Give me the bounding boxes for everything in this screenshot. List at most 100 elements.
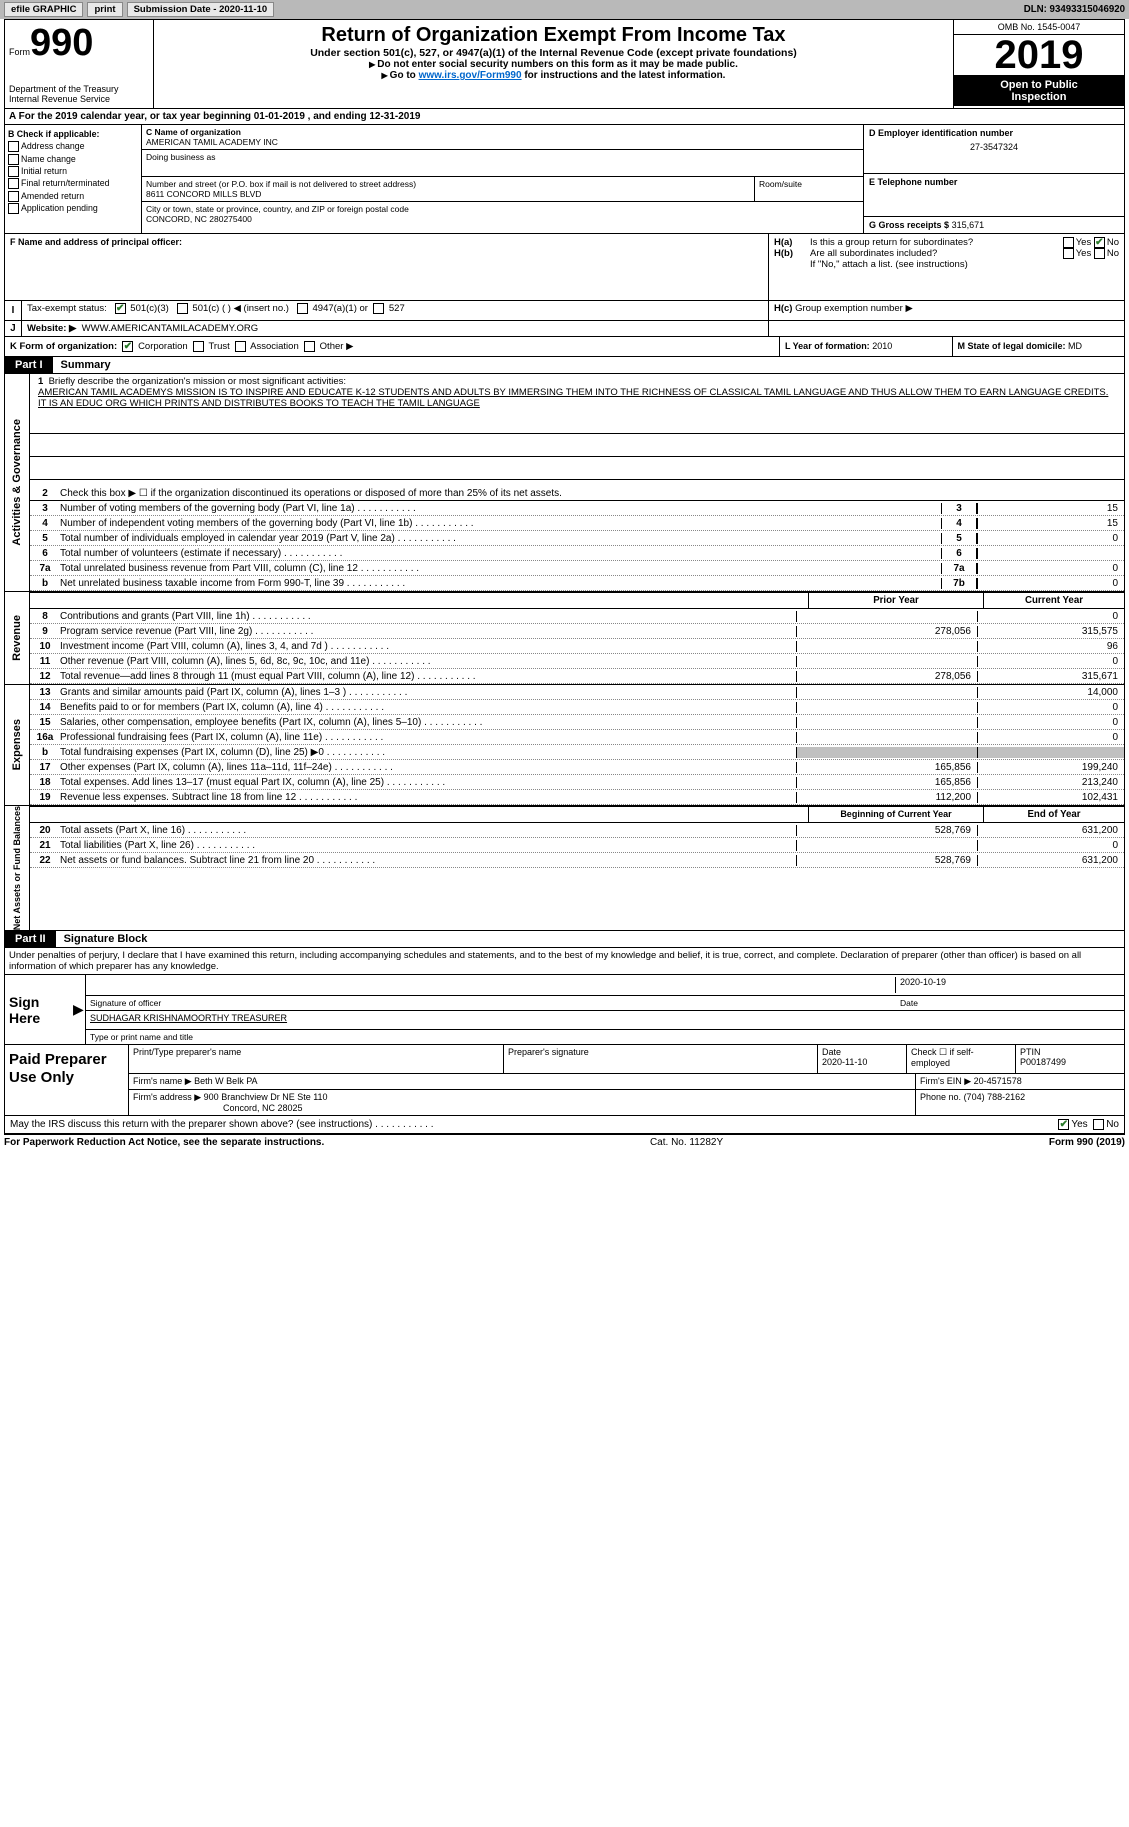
governance-tab: Activities & Governance [5, 374, 30, 591]
open-public-label: Open to Public Inspection [954, 76, 1124, 106]
expense-line: 13Grants and similar amounts paid (Part … [30, 685, 1124, 700]
other-checkbox[interactable] [304, 341, 315, 352]
assoc-checkbox[interactable] [235, 341, 246, 352]
header-right: OMB No. 1545-0047 2019 Open to Public In… [953, 20, 1124, 108]
k-l-m-row: K Form of organization: Corporation Trus… [5, 337, 1124, 357]
form-990-container: Form990 Department of the Treasury Inter… [4, 19, 1125, 1135]
corp-checkbox[interactable] [122, 341, 133, 352]
revenue-section: Revenue Prior Year Current Year 8Contrib… [5, 592, 1124, 685]
amended-return-checkbox[interactable] [8, 191, 19, 202]
note-ssn: Do not enter social security numbers on … [377, 59, 738, 70]
expenses-tab: Expenses [5, 685, 30, 805]
hb-yes-checkbox[interactable] [1063, 248, 1074, 259]
sig-date: 2020-10-19 [895, 977, 1120, 993]
expense-line: 14Benefits paid to or for members (Part … [30, 700, 1124, 715]
preparer-date: 2020-11-10 [822, 1057, 902, 1067]
governance-section: Activities & Governance 1 Briefly descri… [5, 374, 1124, 592]
firm-address-2: Concord, NC 28025 [223, 1103, 303, 1113]
org-name: AMERICAN TAMIL ACADEMY INC [146, 137, 859, 147]
initial-return-checkbox[interactable] [8, 166, 19, 177]
501c-checkbox[interactable] [177, 303, 188, 314]
paid-preparer-label: Paid Preparer Use Only [5, 1045, 128, 1115]
expense-line: 15Salaries, other compensation, employee… [30, 715, 1124, 730]
part-1-header: Part I Summary [5, 357, 1124, 374]
ein-value: 27-3547324 [869, 142, 1119, 152]
note-goto-pre: Go to [390, 70, 419, 81]
submission-date-label: Submission Date - 2020-11-10 [127, 2, 275, 17]
website-row: J Website: ▶ WWW.AMERICANTAMILACADEMY.OR… [5, 321, 1124, 337]
hb-no-checkbox[interactable] [1094, 248, 1105, 259]
officer-name-title: SUDHAGAR KRISHNAMOORTHY TREASURER [90, 1013, 1120, 1027]
tax-status-row: I Tax-exempt status: 501(c)(3) 501(c) ( … [5, 301, 1124, 321]
revenue-line: 10Investment income (Part VIII, column (… [30, 639, 1124, 654]
print-button[interactable]: print [87, 2, 122, 17]
expenses-section: Expenses 13Grants and similar amounts pa… [5, 685, 1124, 806]
org-address: 8611 CONCORD MILLS BLVD [146, 189, 750, 199]
form-title: Return of Organization Exempt From Incom… [158, 24, 949, 47]
website-url: WWW.AMERICANTAMILACADEMY.ORG [82, 323, 258, 334]
entity-block: B Check if applicable: Address change Na… [5, 125, 1124, 234]
dept-label: Department of the Treasury Internal Reve… [9, 84, 149, 104]
discuss-yes-checkbox[interactable] [1058, 1119, 1069, 1130]
revenue-line: 9Program service revenue (Part VIII, lin… [30, 624, 1124, 639]
summary-line: 5Total number of individuals employed in… [30, 531, 1124, 546]
tax-year: 2019 [954, 35, 1124, 76]
revenue-tab: Revenue [5, 592, 30, 684]
firm-name: Beth W Belk PA [194, 1076, 257, 1086]
page-footer: For Paperwork Reduction Act Notice, see … [0, 1135, 1129, 1150]
form-number: 990 [30, 22, 93, 64]
summary-line: 4Number of independent voting members of… [30, 516, 1124, 531]
revenue-line: 8Contributions and grants (Part VIII, li… [30, 609, 1124, 624]
form-subtitle: Under section 501(c), 527, or 4947(a)(1)… [158, 47, 949, 59]
column-c: C Name of organization AMERICAN TAMIL AC… [142, 125, 863, 233]
firm-phone: (704) 788-2162 [964, 1092, 1026, 1102]
year-formation: 2010 [872, 341, 892, 351]
column-b: B Check if applicable: Address change Na… [5, 125, 142, 233]
ha-no-checkbox[interactable] [1094, 237, 1105, 248]
sign-here-label: Sign Here [5, 975, 73, 1044]
paid-preparer-row: Paid Preparer Use Only Print/Type prepar… [5, 1045, 1124, 1116]
summary-line: 3Number of voting members of the governi… [30, 501, 1124, 516]
efile-graphic-button[interactable]: efile GRAPHIC [4, 2, 83, 17]
expense-line: 17Other expenses (Part IX, column (A), l… [30, 760, 1124, 775]
footer-left: For Paperwork Reduction Act Notice, see … [4, 1137, 324, 1148]
trust-checkbox[interactable] [193, 341, 204, 352]
footer-right: Form 990 (2019) [1049, 1137, 1125, 1148]
officer-h-row: F Name and address of principal officer:… [5, 234, 1124, 301]
final-return-checkbox[interactable] [8, 178, 19, 189]
dln-label: DLN: 93493315046920 [1024, 4, 1125, 15]
net-assets-tab: Net Assets or Fund Balances [5, 806, 30, 930]
revenue-line: 11Other revenue (Part VIII, column (A), … [30, 654, 1124, 669]
org-city: CONCORD, NC 280275400 [146, 214, 859, 224]
sign-here-row: Sign Here ▶ 2020-10-19 Signature of offi… [5, 975, 1124, 1045]
expense-line: 16aProfessional fundraising fees (Part I… [30, 730, 1124, 745]
name-change-checkbox[interactable] [8, 154, 19, 165]
application-pending-checkbox[interactable] [8, 203, 19, 214]
section-a-row: A For the 2019 calendar year, or tax yea… [5, 109, 1124, 125]
527-checkbox[interactable] [373, 303, 384, 314]
ha-yes-checkbox[interactable] [1063, 237, 1074, 248]
principal-officer: F Name and address of principal officer: [5, 234, 769, 300]
revenue-line: 12Total revenue—add lines 8 through 11 (… [30, 669, 1124, 684]
expense-line: bTotal fundraising expenses (Part IX, co… [30, 745, 1124, 760]
discuss-no-checkbox[interactable] [1093, 1119, 1104, 1130]
note-goto-post: for instructions and the latest informat… [522, 70, 726, 81]
ptin-value: P00187499 [1020, 1057, 1120, 1067]
4947-checkbox[interactable] [297, 303, 308, 314]
state-domicile: MD [1068, 341, 1082, 351]
irs-link[interactable]: www.irs.gov/Form990 [419, 70, 522, 81]
firm-ein: 20-4571578 [974, 1076, 1022, 1086]
net-assets-section: Net Assets or Fund Balances Beginning of… [5, 806, 1124, 931]
form-word: Form [9, 47, 30, 57]
501c3-checkbox[interactable] [115, 303, 126, 314]
declaration-text: Under penalties of perjury, I declare th… [5, 948, 1124, 975]
form-header: Form990 Department of the Treasury Inter… [5, 20, 1124, 109]
toolbar: efile GRAPHIC print Submission Date - 20… [0, 0, 1129, 19]
summary-line: 6Total number of volunteers (estimate if… [30, 546, 1124, 561]
h-questions: H(a)Is this a group return for subordina… [769, 234, 1124, 300]
expense-line: 18Total expenses. Add lines 13–17 (must … [30, 775, 1124, 790]
mission-text: AMERICAN TAMIL ACADEMYS MISSION IS TO IN… [38, 387, 1108, 409]
header-left: Form990 Department of the Treasury Inter… [5, 20, 154, 108]
summary-line: bNet unrelated business taxable income f… [30, 576, 1124, 591]
address-change-checkbox[interactable] [8, 141, 19, 152]
